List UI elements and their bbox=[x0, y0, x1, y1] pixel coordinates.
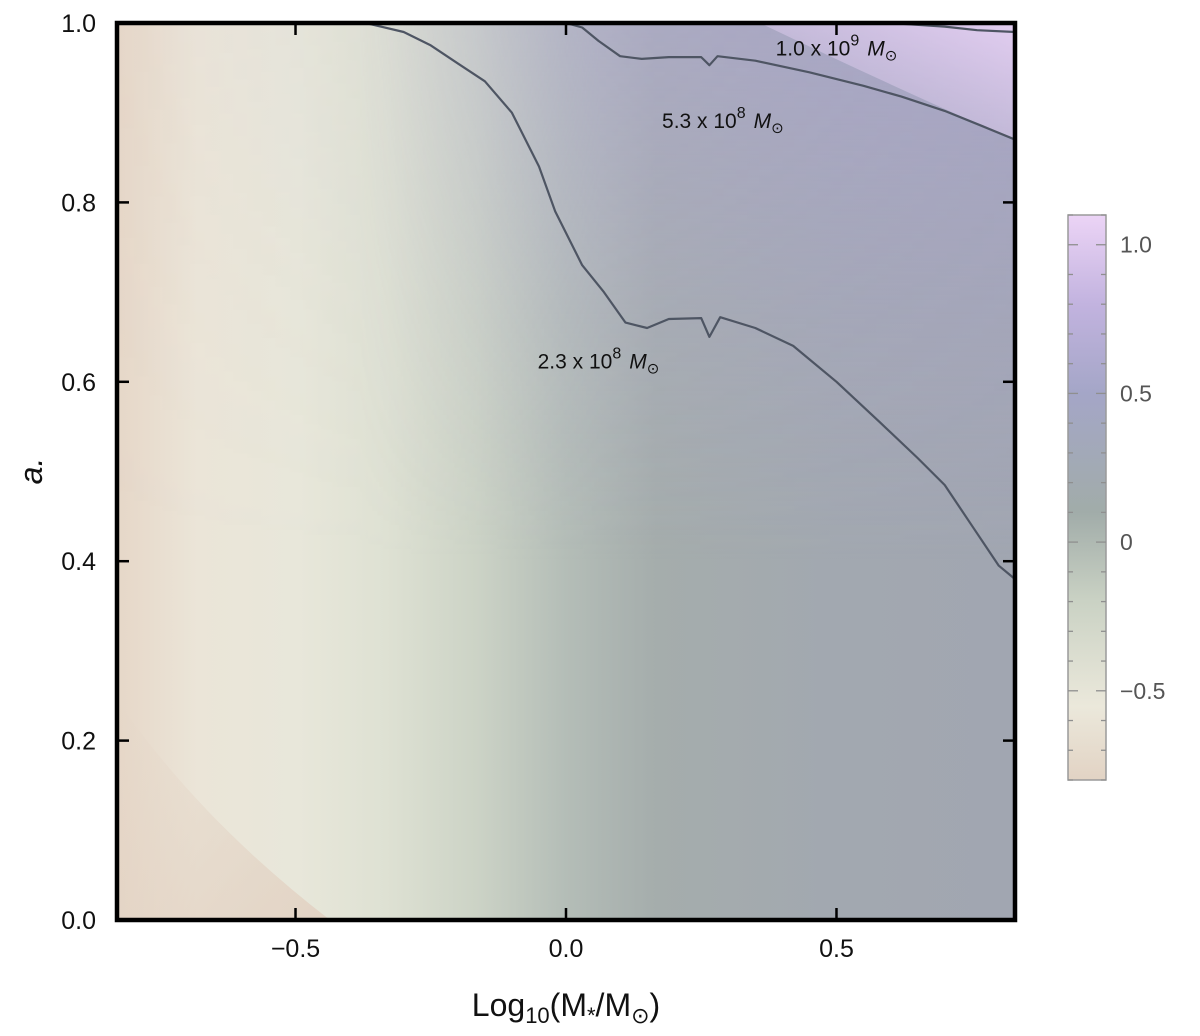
contour-label: 2.3 x 108 M⊙ bbox=[538, 345, 660, 377]
y-tick-label: 0.2 bbox=[61, 728, 96, 756]
colorbar-tick-label: 0 bbox=[1120, 529, 1133, 555]
heatmap-field bbox=[117, 23, 1015, 920]
y-axis: 0.0 0.2 0.4 0.6 0.8 1.0 bbox=[61, 10, 1015, 935]
x-axis: −0.5 0.0 0.5 bbox=[271, 23, 854, 963]
contour-label: 5.3 x 108 M⊙ bbox=[662, 105, 784, 137]
x-tick-label: 0.0 bbox=[549, 935, 584, 963]
contour-label: 1.0 x 109 M⊙ bbox=[776, 32, 898, 64]
colorbar-ticks: 1.0 0.5 0 −0.5 bbox=[1068, 214, 1165, 781]
contour-line bbox=[365, 23, 1015, 580]
y-tick-label: 0.6 bbox=[61, 369, 96, 397]
colorbar-tick-label: −0.5 bbox=[1120, 678, 1165, 704]
colorbar-tick-label: 1.0 bbox=[1120, 232, 1152, 258]
contour-labels: 2.3 x 108 M⊙ 5.3 x 108 M⊙ 1.0 x 109 M⊙ bbox=[538, 32, 898, 377]
colorbar-gradient bbox=[1067, 214, 1107, 781]
x-tick-label: −0.5 bbox=[271, 935, 320, 963]
colorbar: 1.0 0.5 0 −0.5 bbox=[1067, 214, 1165, 781]
contour-line bbox=[565, 23, 1015, 141]
colorbar-tick-label: 0.5 bbox=[1120, 380, 1152, 406]
y-tick-label: 0.8 bbox=[61, 189, 96, 217]
y-tick-label: 0.0 bbox=[61, 907, 96, 935]
x-axis-label: Log10(M*/M⊙) bbox=[472, 987, 660, 1028]
y-tick-label: 0.4 bbox=[61, 548, 96, 576]
y-axis-label: a. bbox=[13, 458, 49, 485]
y-tick-label: 1.0 bbox=[61, 10, 96, 38]
x-tick-label: 0.5 bbox=[819, 935, 854, 963]
